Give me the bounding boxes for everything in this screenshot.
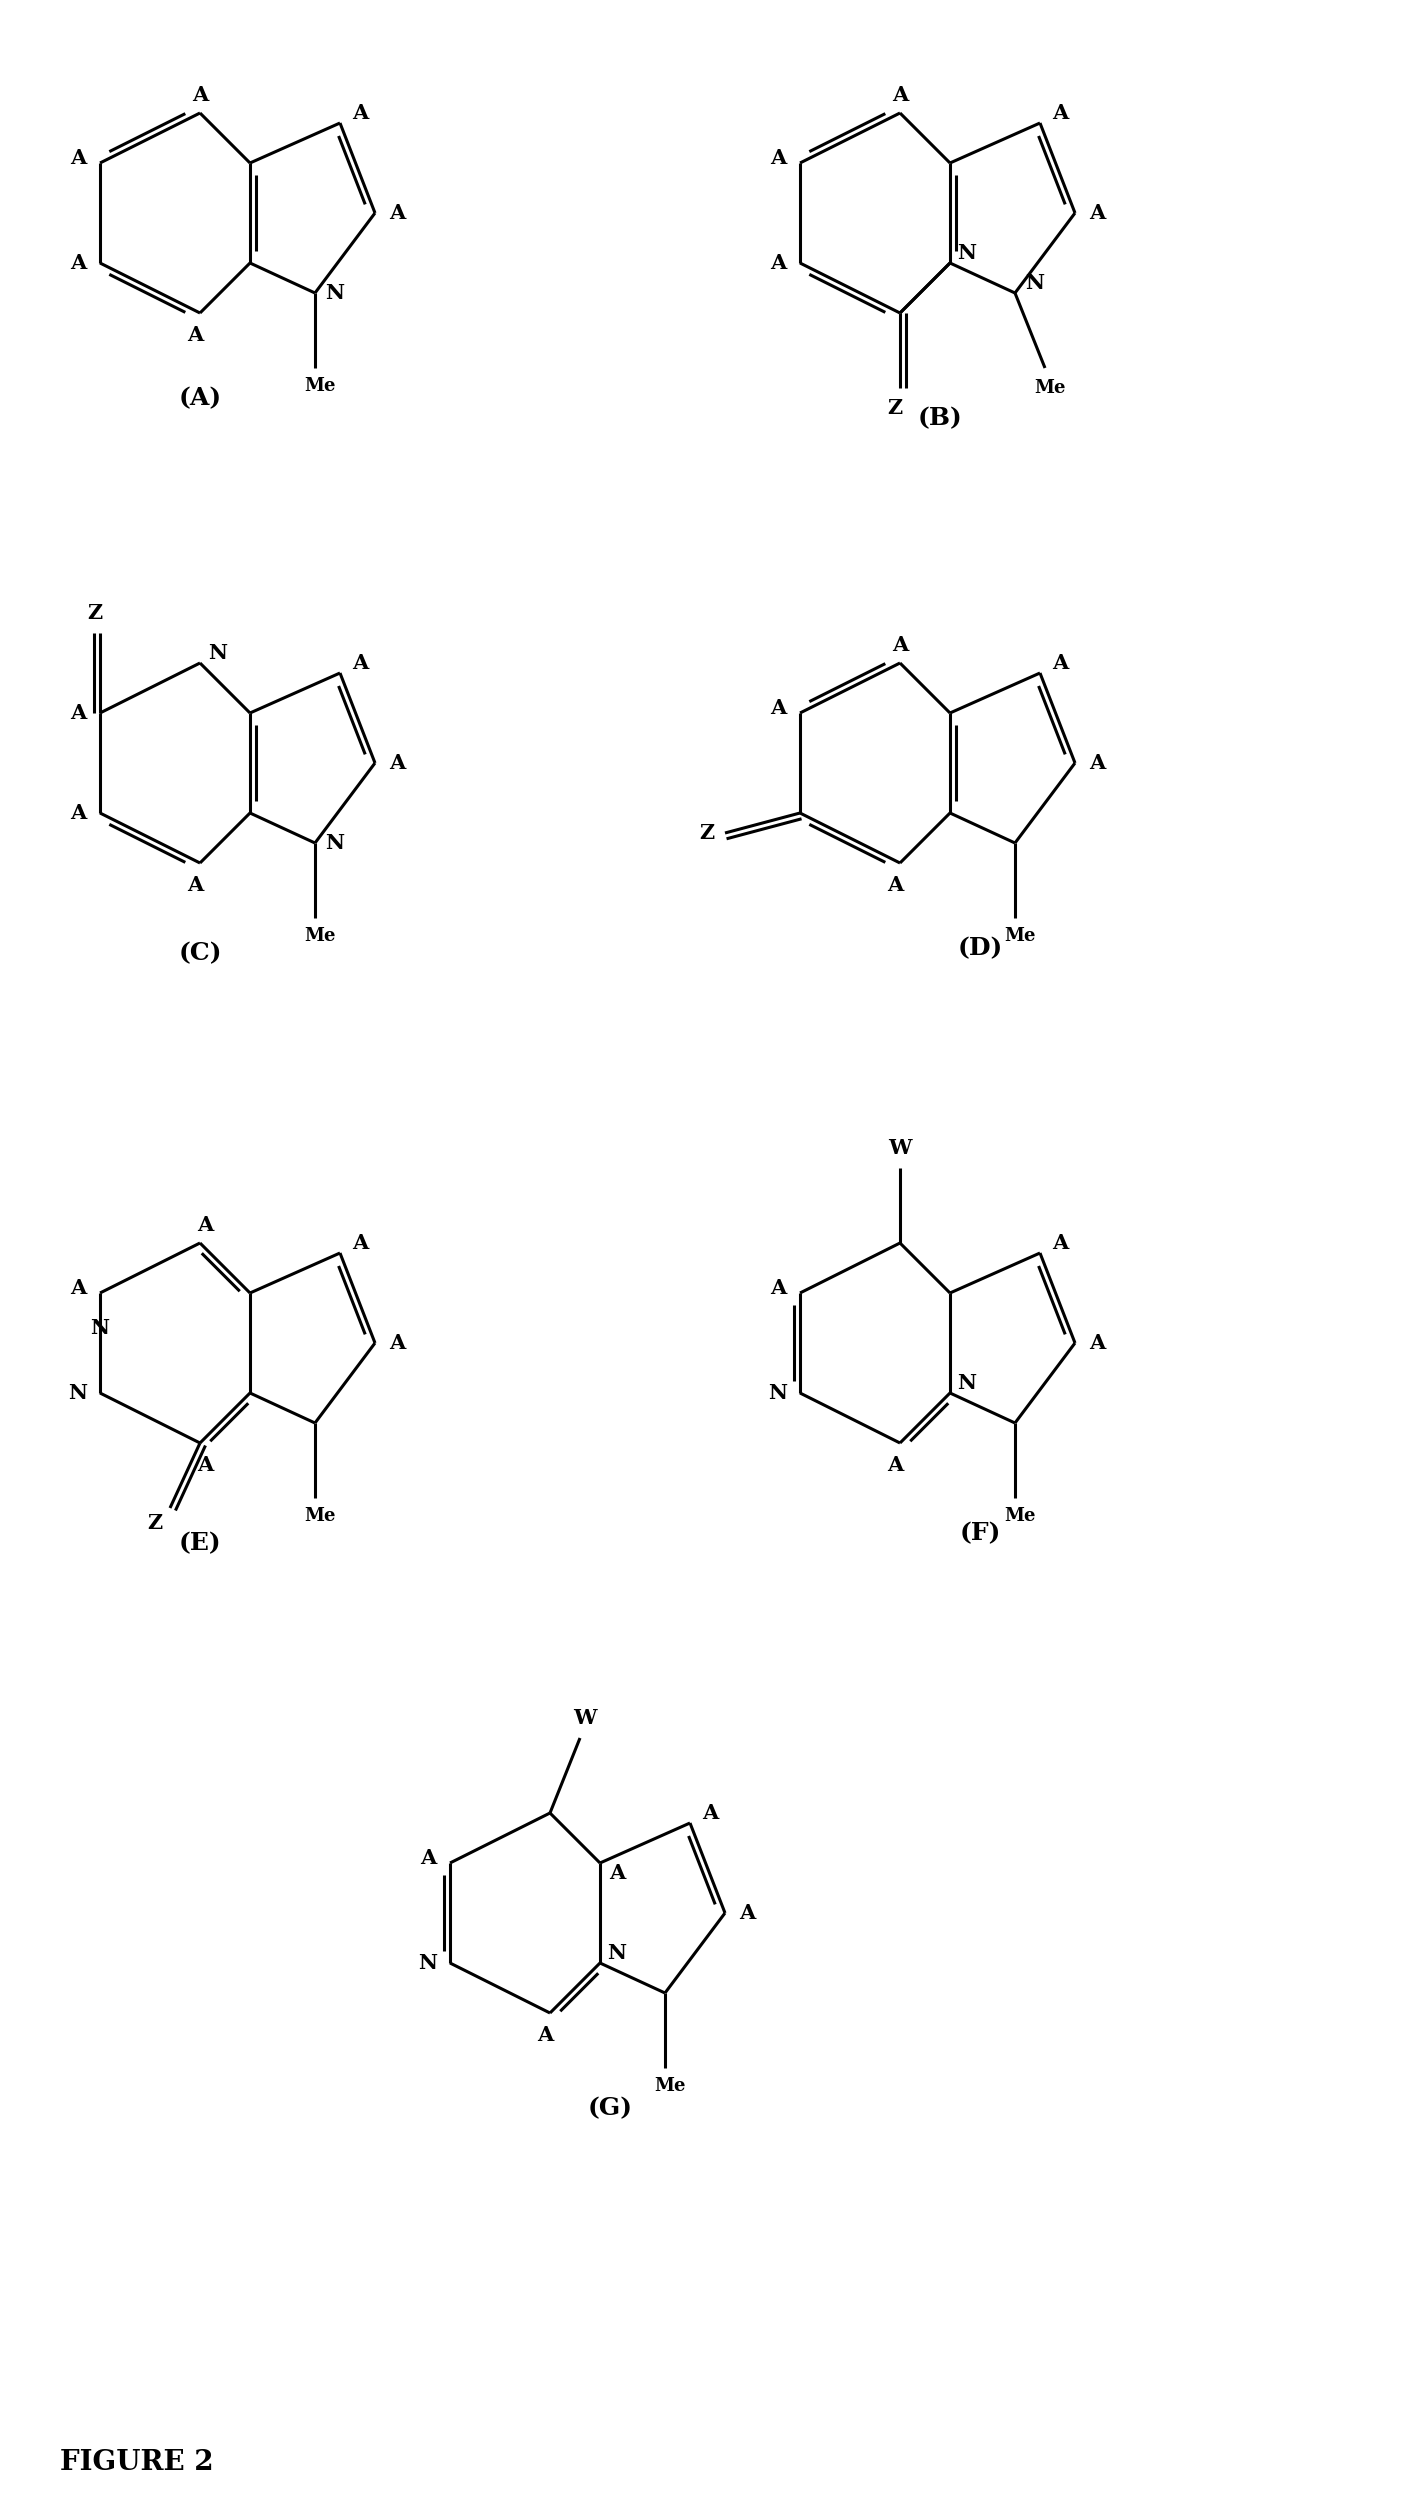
Text: (F): (F) xyxy=(959,1520,1000,1545)
Text: A: A xyxy=(69,804,86,822)
Text: N: N xyxy=(768,1382,788,1402)
Text: A: A xyxy=(770,1279,787,1299)
Text: A: A xyxy=(352,653,368,673)
Text: A: A xyxy=(770,699,787,719)
Text: N: N xyxy=(1026,274,1044,294)
Text: W: W xyxy=(573,1709,597,1729)
Text: N: N xyxy=(607,1943,627,1963)
Text: A: A xyxy=(770,254,787,274)
Text: A: A xyxy=(197,1214,214,1234)
Text: A: A xyxy=(420,1847,436,1867)
Text: A: A xyxy=(608,1862,625,1882)
Text: N: N xyxy=(91,1317,109,1337)
Text: A: A xyxy=(187,324,204,344)
Text: A: A xyxy=(389,1332,405,1352)
Text: A: A xyxy=(192,85,208,106)
Text: A: A xyxy=(187,875,204,895)
Text: A: A xyxy=(1051,103,1068,123)
Text: N: N xyxy=(325,284,345,304)
Text: A: A xyxy=(891,85,908,106)
Text: A: A xyxy=(69,148,86,168)
Text: Me: Me xyxy=(1005,1508,1036,1525)
Text: Me: Me xyxy=(1005,927,1036,945)
Text: (C): (C) xyxy=(178,940,222,965)
Text: (D): (D) xyxy=(958,935,1003,960)
Text: A: A xyxy=(770,148,787,168)
Text: A: A xyxy=(352,1234,368,1254)
Text: (E): (E) xyxy=(178,1530,221,1556)
Text: N: N xyxy=(68,1382,88,1402)
Text: (A): (A) xyxy=(178,387,222,410)
Text: A: A xyxy=(1090,754,1105,774)
Text: A: A xyxy=(197,1455,214,1475)
Text: N: N xyxy=(958,1372,976,1392)
Text: A: A xyxy=(69,704,86,724)
Text: N: N xyxy=(325,832,345,852)
Text: A: A xyxy=(1051,653,1068,673)
Text: (G): (G) xyxy=(587,2096,633,2121)
Text: A: A xyxy=(1051,1234,1068,1254)
Text: A: A xyxy=(352,103,368,123)
Text: Me: Me xyxy=(304,377,335,395)
Text: Me: Me xyxy=(304,927,335,945)
Text: A: A xyxy=(739,1902,756,1922)
Text: A: A xyxy=(69,1279,86,1299)
Text: Me: Me xyxy=(1034,379,1065,397)
Text: Z: Z xyxy=(147,1513,163,1533)
Text: A: A xyxy=(536,2025,553,2046)
Text: N: N xyxy=(958,244,976,264)
Text: Me: Me xyxy=(654,2078,686,2096)
Text: A: A xyxy=(891,636,908,656)
Text: N: N xyxy=(208,643,228,663)
Text: Z: Z xyxy=(88,603,102,623)
Text: A: A xyxy=(389,204,405,224)
Text: FIGURE 2: FIGURE 2 xyxy=(59,2450,214,2475)
Text: A: A xyxy=(389,754,405,774)
Text: Z: Z xyxy=(699,822,715,842)
Text: A: A xyxy=(1090,204,1105,224)
Text: W: W xyxy=(889,1138,911,1158)
Text: A: A xyxy=(887,1455,903,1475)
Text: A: A xyxy=(702,1802,719,1822)
Text: Me: Me xyxy=(304,1508,335,1525)
Text: A: A xyxy=(1090,1332,1105,1352)
Text: (B): (B) xyxy=(917,407,962,430)
Text: N: N xyxy=(419,1953,437,1973)
Text: Z: Z xyxy=(887,397,903,417)
Text: A: A xyxy=(887,875,903,895)
Text: A: A xyxy=(69,254,86,274)
